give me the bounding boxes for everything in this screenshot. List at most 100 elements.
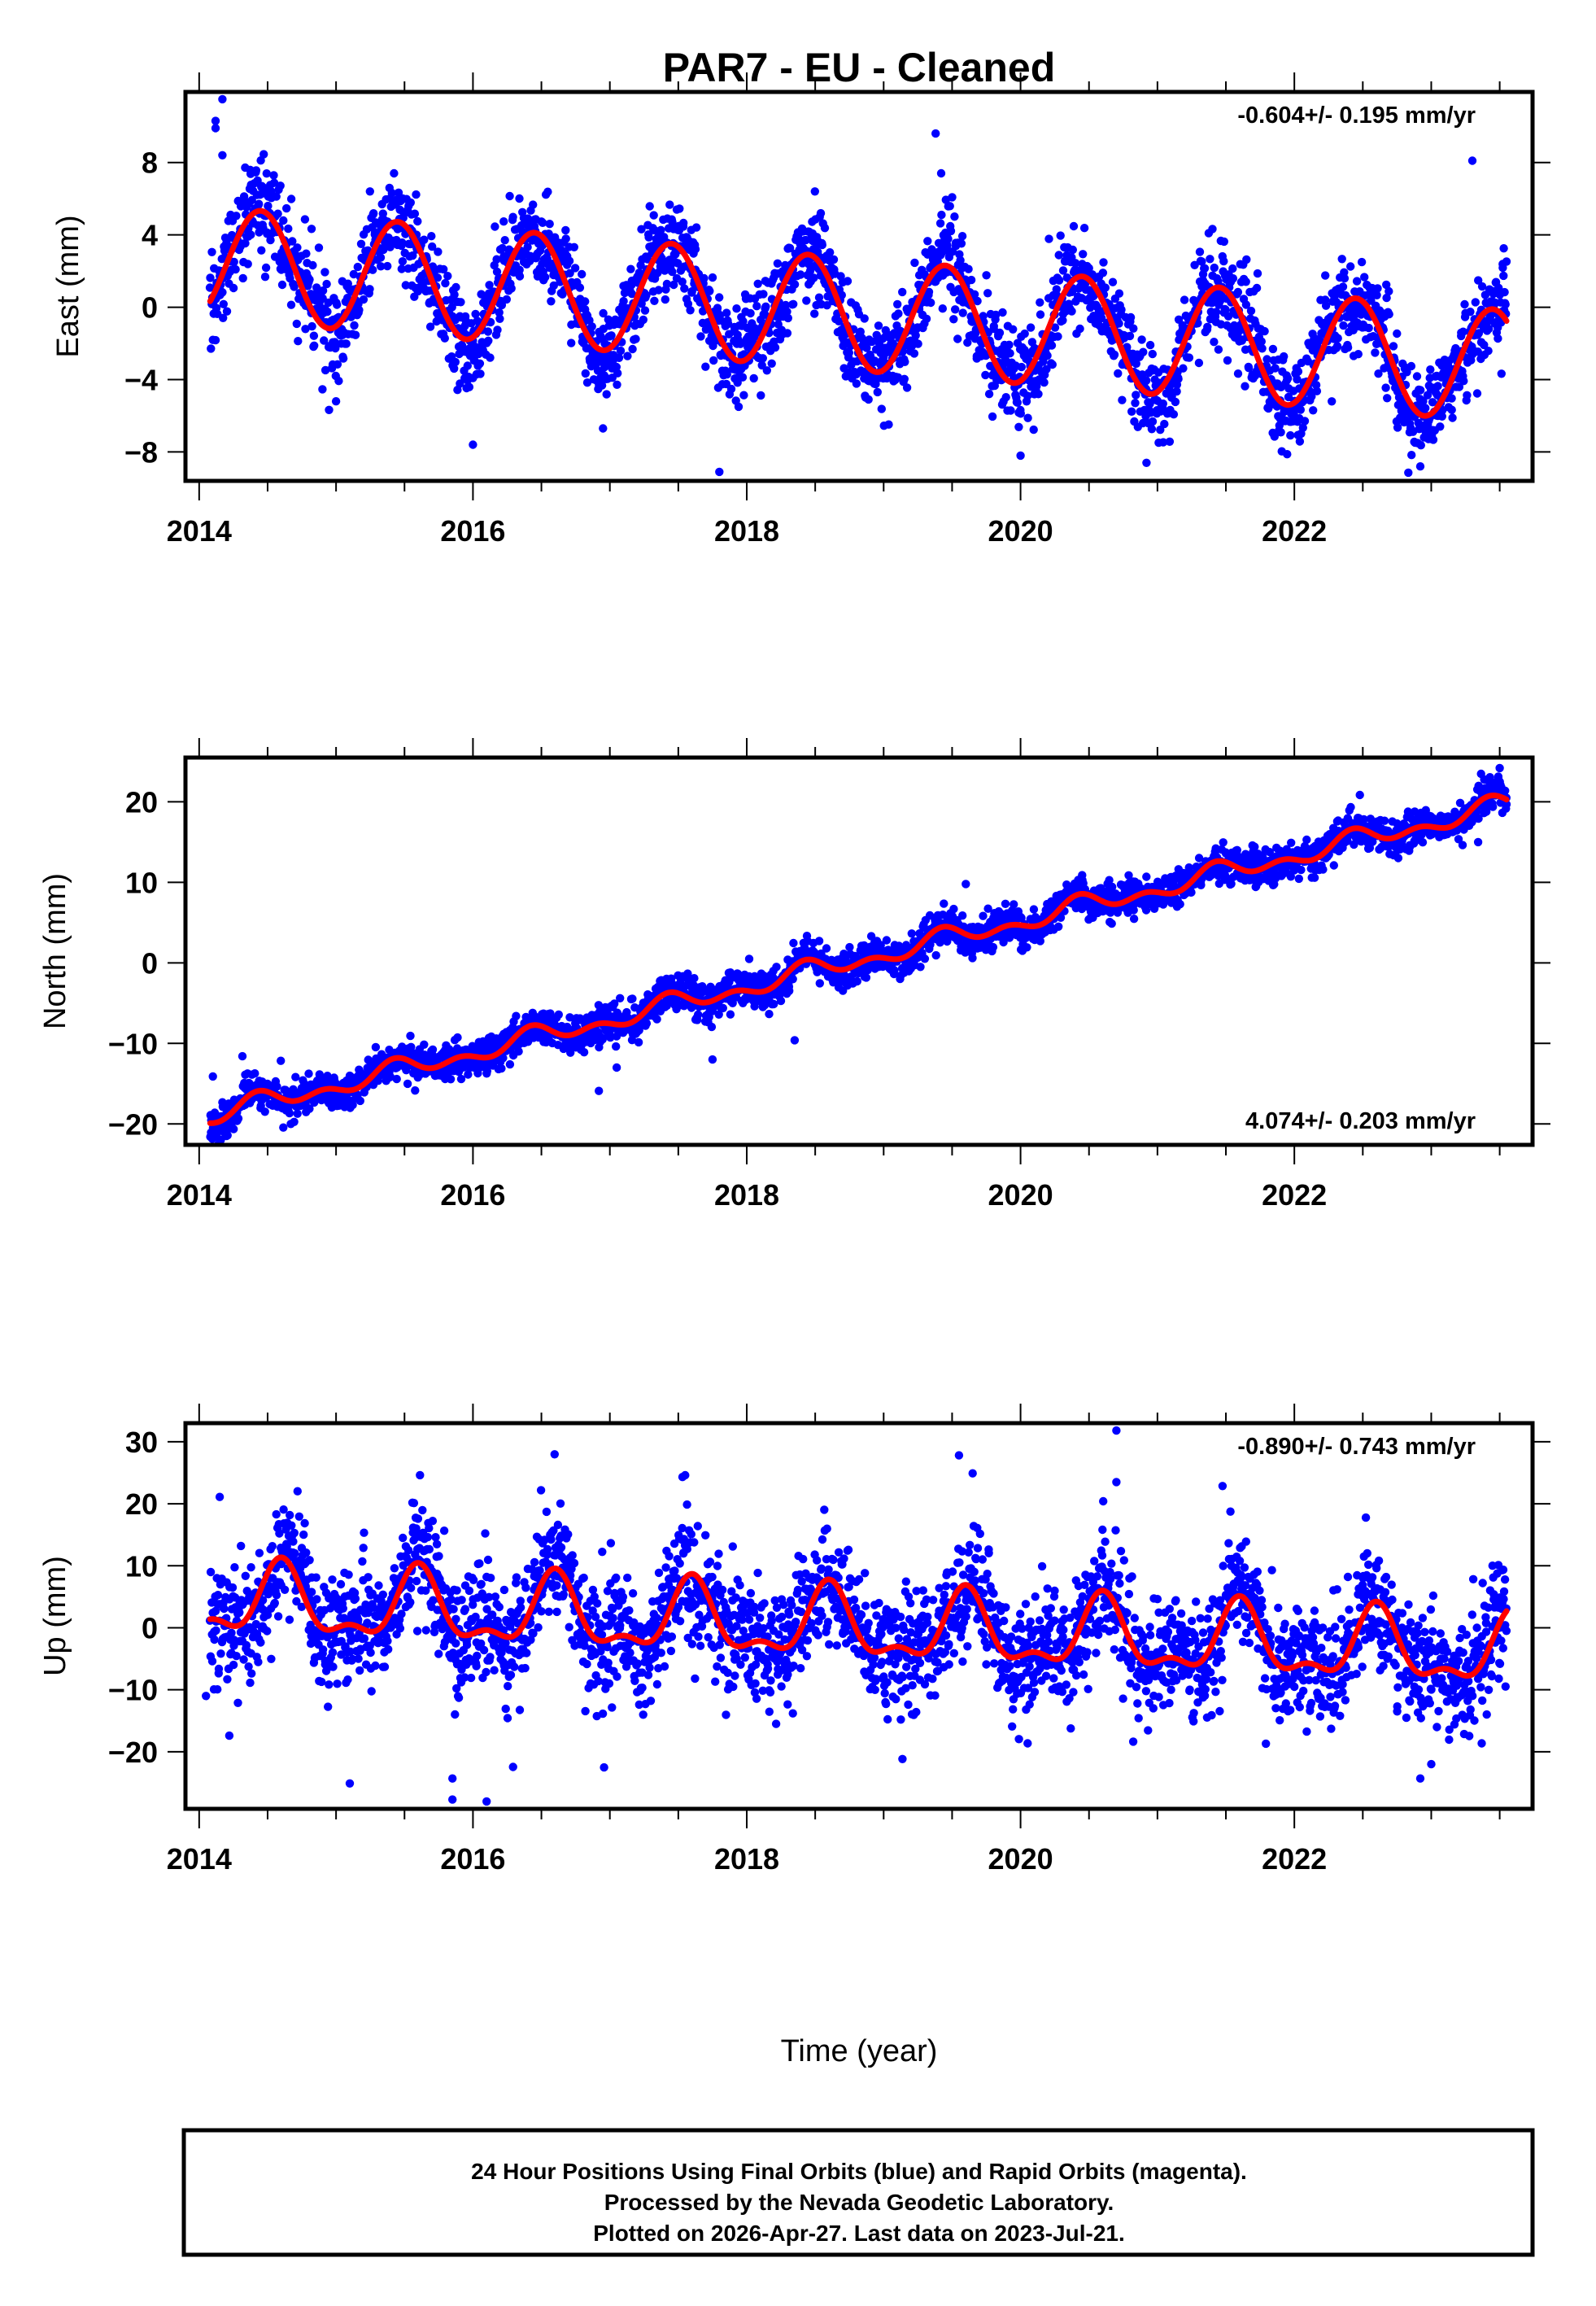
data-point (607, 331, 616, 340)
data-point (1374, 369, 1383, 378)
east-x-axis: 2014 2016 2018 2020 2022 (167, 72, 1501, 548)
data-point (515, 265, 524, 274)
data-point (1127, 407, 1136, 416)
data-point (911, 331, 920, 340)
data-point (277, 280, 287, 290)
data-point (1058, 316, 1067, 325)
data-point (484, 336, 493, 345)
data-point (330, 338, 339, 347)
data-point (251, 166, 261, 175)
data-point (1042, 365, 1051, 373)
data-point (492, 267, 502, 277)
data-point (642, 1019, 652, 1028)
data-point (909, 349, 919, 358)
data-point (874, 321, 883, 330)
outlier-point (218, 151, 227, 159)
data-point (495, 308, 504, 317)
data-point (1477, 282, 1487, 291)
data-point (709, 356, 718, 365)
data-point (259, 150, 268, 159)
data-point (368, 265, 377, 274)
data-point (739, 317, 748, 326)
data-point (288, 237, 297, 246)
data-point (251, 1069, 259, 1078)
data-point (979, 911, 988, 920)
data-point (1466, 308, 1475, 317)
data-point (644, 233, 653, 242)
data-point (931, 950, 940, 960)
data-point (822, 944, 831, 953)
data-point (282, 203, 291, 213)
data-point (1276, 428, 1285, 437)
outlier-point (936, 168, 946, 178)
data-point (1436, 422, 1445, 431)
data-point (864, 395, 873, 404)
data-point (810, 187, 819, 196)
data-point (761, 302, 770, 311)
data-point (1500, 287, 1509, 297)
data-point (944, 234, 953, 243)
data-point (1110, 350, 1119, 360)
data-point (582, 378, 592, 387)
data-point (1132, 391, 1140, 400)
data-point (1195, 247, 1205, 256)
data-point (349, 269, 358, 279)
east-rate-annotation: -0.604+/- 0.195 mm/yr (1237, 103, 1476, 129)
data-point (814, 293, 824, 302)
data-point (796, 270, 805, 279)
data-point (687, 286, 696, 296)
data-point (273, 209, 282, 218)
data-point (654, 286, 663, 295)
data-point (428, 242, 437, 251)
data-point (783, 313, 792, 323)
data-point (348, 1100, 357, 1110)
data-point (1421, 404, 1430, 413)
data-point (810, 309, 819, 318)
data-point (612, 362, 621, 372)
data-point (675, 204, 684, 213)
data-point (724, 319, 733, 329)
data-point (708, 273, 717, 282)
data-point (1129, 324, 1138, 333)
data-point (1044, 234, 1053, 243)
data-point (1270, 432, 1280, 441)
data-point (1014, 422, 1023, 431)
data-point (579, 1048, 589, 1057)
data-point (1223, 312, 1233, 321)
data-point (406, 1031, 415, 1041)
data-point (1298, 423, 1308, 432)
data-point (1052, 285, 1062, 294)
data-point (356, 239, 366, 248)
data-point (744, 954, 754, 963)
data-point (1056, 231, 1065, 240)
data-point (1048, 360, 1057, 369)
data-point (294, 337, 303, 346)
data-point (1339, 321, 1348, 330)
data-point (1428, 435, 1438, 444)
data-point (1416, 386, 1425, 395)
data-point (507, 284, 516, 293)
data-point (318, 385, 327, 394)
data-point (700, 273, 709, 283)
data-point (1262, 355, 1271, 364)
data-point (523, 242, 532, 251)
data-point (1097, 313, 1106, 323)
data-point (1068, 245, 1078, 255)
data-point (321, 365, 330, 375)
data-point (981, 370, 990, 380)
data-point (1036, 298, 1044, 307)
data-point (788, 975, 797, 984)
data-point (957, 239, 966, 248)
data-point (322, 279, 331, 289)
data-point (383, 261, 392, 271)
data-point (949, 904, 958, 914)
data-point (1447, 394, 1456, 403)
data-point (963, 338, 972, 347)
data-point (613, 380, 621, 389)
data-point (1354, 350, 1363, 359)
data-point (873, 387, 883, 397)
data-point (627, 290, 637, 299)
data-point (581, 297, 590, 306)
data-point (853, 976, 862, 986)
data-point (1311, 381, 1321, 390)
